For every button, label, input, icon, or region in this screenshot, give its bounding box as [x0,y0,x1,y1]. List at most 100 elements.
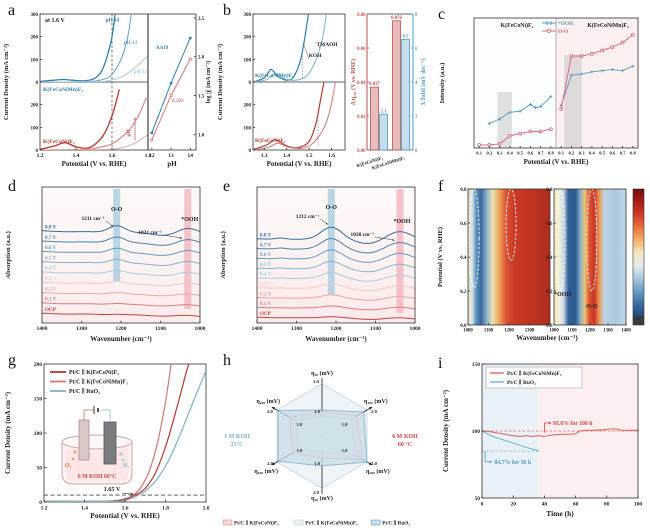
x-axis-label: Potential (V vs. RHE) [267,160,332,168]
x-axis-label: Wavenumber (cm⁻¹) [90,335,152,343]
bar-tafel [401,39,410,151]
curve-KOH [253,82,325,150]
x-tick-label: 0.1 [476,151,482,156]
cathode-plate [103,421,117,465]
arrowhead [111,224,114,227]
bar-value-label: 0.037 [369,82,380,87]
radar-tick-20: 2.0 [313,379,319,384]
y-tick-label-right: 2.0 [198,56,205,61]
x-tick-label: 0.5 [599,151,605,156]
y-tick-label: 100 [34,431,43,437]
panel-g-chart: 0 50 100 150 200 1.2 1.4 1.6 1.8 2.0 Potential (V … [4,362,210,520]
y-axis-label: Current Density (mA cm⁻²) [442,389,450,472]
x-tick-label: 1000 [410,326,421,332]
lsv-curve-group [40,55,148,82]
x-tick-label: 12 [149,153,155,159]
callout [162,234,182,239]
y-tick-label: 0.6 [546,222,553,227]
curve-group [44,370,206,502]
radar-axis-label: η₂₀₀ (mV) [256,398,280,405]
curve-group [44,364,190,502]
spectrum-0.3V [256,283,416,292]
y-tick-label: 0.4 [460,256,467,261]
y-tick-label: 0.6 [460,222,467,227]
callout [105,220,113,227]
spectrum-0.1V [41,302,201,307]
left-tick-label: 0.08 [357,13,366,18]
material-label-left: K(FeCoNi)F₃ [501,22,534,29]
y-tick-label-right: 1.0 [198,133,205,138]
bubble [121,458,125,462]
spectrum-label: 0.4 V [260,272,272,278]
arrowhead [392,239,395,241]
radar-tick-20: 2.0 [313,490,319,495]
y-axis-label: Absorption (a.u.) [220,231,227,279]
radar-tick-18: 1.8 [342,422,348,427]
panel-label-c: c [438,6,446,23]
x-tick-label: 0.6 [610,151,616,156]
curve-pH12 [40,134,148,150]
panel-h-chart: 1.82.01.82.01.82.01.82.01.82.01.82.0η₁₀ … [222,370,418,527]
x-tick-label: 1300 [76,326,87,332]
contour-ellipse [468,188,480,289]
ooh-band [184,189,192,309]
beaker-mouth [61,434,133,450]
bar-eta [370,86,379,151]
circle-marker [477,143,481,147]
species-label: *OOH [554,292,571,298]
x-tick-label: 0.4 [589,151,595,156]
panel-label-e: e [223,178,231,195]
x-tick-label: 1400 [37,326,48,332]
condition-left: 1 M KOH [224,434,250,440]
x-tick-label: 1000 [195,326,206,332]
right-tick-label: 0 [415,149,418,154]
panel-label-a: a [8,2,16,19]
legend-label: Pt/C ∥ K(FeCoNiMn)F₃ [69,379,128,386]
ooh-band [396,189,404,313]
callout [320,218,328,225]
x-axis-label: Wavenumber (cm⁻¹) [516,334,578,342]
x-axis-label: Potential (V vs. RHE) [62,160,127,168]
x-tick-label: 1000 [549,329,559,334]
radar-polygon [277,409,368,467]
x-tick-label: 20 [510,502,516,508]
y-tick-label: 200 [34,362,43,368]
stability-curve [481,428,639,437]
arrowhead [325,222,328,225]
y-tick-label: 0.0 [546,324,553,329]
x-tick-label: 1100 [370,326,381,332]
plot-bg [257,187,415,323]
annotation-blue: 84.7% for 36 h [494,460,531,466]
radar-tick-18: 1.8 [297,422,303,427]
x-tick-label: 1.4 [81,506,88,512]
callout [318,41,323,49]
y-tick-label-right: 1.5 [198,95,205,100]
x-tick-label: 1200 [116,326,127,332]
ph-line [151,58,191,141]
y-tick-label: 0 [249,81,252,86]
y-tick-label: 0.2 [546,290,553,295]
spectrum-0.7V [256,238,416,254]
x-tick-label: 0.2 [487,151,493,156]
x-tick-label: 1200 [331,326,342,332]
spectrum-label: 0.1 V [45,297,57,303]
x-tick-label: 1.2 [37,153,44,159]
panel-label-i: i [438,355,443,372]
lsv-curve-group [253,14,310,82]
arrowhead [271,462,276,465]
circle-marker [569,54,574,58]
arrowhead [368,462,373,465]
oo-annotation: O-O [326,205,338,211]
peak2-wavenumber: 1038 cm⁻¹ [351,232,375,238]
arrowhead [133,117,137,120]
spectrum-0.1V [256,305,416,311]
x-tick-label: 1300 [525,329,535,334]
legend-label: Pt/C ∥ RuO₂ [69,388,100,395]
annotation-red: 95.8% for 100 h [553,421,593,427]
marker-circle [188,57,192,61]
h2-label: H₂ [123,463,130,469]
circle-marker [549,127,553,131]
y-tick-label: 200 [31,104,39,109]
o2-label: O₂ [65,463,72,469]
